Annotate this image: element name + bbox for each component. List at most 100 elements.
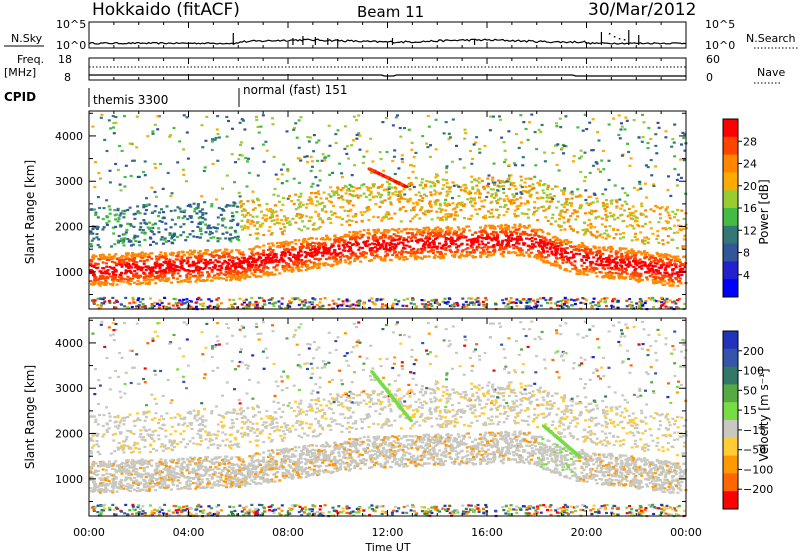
range-cell <box>105 258 109 261</box>
range-cell <box>589 226 593 229</box>
range-cell <box>386 229 390 232</box>
range-cell <box>98 284 102 287</box>
range-cell <box>288 223 292 226</box>
range-cell <box>280 182 284 185</box>
range-cell <box>198 274 202 277</box>
range-cell <box>154 166 158 169</box>
range-cell <box>528 194 532 197</box>
range-cell <box>208 253 212 256</box>
range-cell <box>652 183 656 186</box>
range-cell <box>618 247 622 250</box>
range-cell <box>207 262 211 265</box>
range-cell <box>621 247 625 250</box>
range-cell <box>249 222 253 225</box>
range-cell <box>309 266 312 269</box>
range-cell <box>527 234 531 237</box>
range-cell <box>192 260 195 263</box>
range-cell <box>434 232 438 236</box>
range-cell <box>168 232 172 235</box>
range-cell <box>629 157 633 160</box>
range-cell <box>639 302 643 305</box>
range-cell <box>311 160 314 163</box>
range-cell <box>434 227 438 230</box>
range-cell <box>269 298 273 301</box>
range-cell <box>666 235 670 238</box>
range-cell <box>241 213 245 216</box>
range-cell <box>526 306 530 309</box>
range-cell <box>427 246 431 249</box>
range-cell <box>464 300 468 303</box>
range-cell <box>225 115 229 119</box>
range-cell <box>513 251 517 254</box>
range-cell <box>387 191 391 194</box>
range-cell <box>682 136 686 139</box>
range-cell <box>120 254 124 257</box>
range-cell <box>614 233 618 236</box>
range-cell <box>165 257 168 261</box>
range-cell <box>472 199 476 202</box>
range-cell <box>430 248 434 251</box>
range-cell <box>133 236 137 239</box>
range-cell <box>239 271 243 275</box>
range-cell <box>592 269 596 272</box>
range-cell <box>448 203 452 206</box>
range-cell <box>540 251 544 254</box>
range-cell <box>682 245 686 248</box>
range-cell <box>578 157 582 160</box>
range-cell <box>369 186 373 190</box>
range-cell <box>524 185 528 188</box>
range-cell <box>400 158 404 161</box>
range-cell <box>536 219 540 222</box>
range-cell <box>606 233 610 236</box>
range-cell <box>449 242 453 245</box>
range-cell <box>100 113 104 116</box>
range-cell <box>599 255 602 258</box>
range-cell <box>353 257 357 261</box>
range-cell <box>209 261 213 264</box>
range-cell <box>304 260 308 263</box>
range-cell <box>509 297 513 300</box>
range-cell <box>313 192 317 195</box>
range-cell <box>489 254 493 257</box>
range-cell <box>339 255 342 259</box>
range-cell <box>431 241 434 244</box>
range-cell <box>140 268 144 271</box>
range-cell <box>450 160 454 163</box>
range-cell <box>544 299 548 302</box>
range-cell <box>265 273 269 276</box>
range-cell <box>261 143 265 146</box>
range-cell <box>318 179 322 182</box>
range-cell <box>379 185 383 188</box>
range-cell <box>389 201 393 204</box>
range-cell <box>539 253 543 256</box>
range-cell <box>438 242 441 245</box>
range-cell <box>656 121 660 124</box>
range-cell <box>168 135 172 138</box>
range-cell <box>451 202 455 205</box>
range-cell <box>489 245 492 248</box>
range-cell <box>355 236 358 239</box>
range-cell <box>555 242 559 245</box>
range-cell <box>275 256 279 259</box>
range-cell <box>373 239 377 242</box>
range-cell <box>624 247 628 250</box>
range-cell <box>171 304 175 307</box>
range-cell <box>480 236 484 239</box>
range-cell <box>562 299 566 302</box>
range-cell <box>565 247 569 250</box>
range-cell <box>607 258 611 261</box>
range-cell <box>274 260 278 263</box>
range-cell <box>334 236 338 239</box>
range-cell <box>277 260 281 264</box>
range-cell <box>244 156 248 160</box>
range-cell <box>348 249 352 252</box>
range-cell <box>300 229 304 232</box>
range-cell <box>112 126 115 129</box>
range-cell <box>665 257 669 260</box>
range-cell <box>332 251 336 254</box>
range-cell <box>618 277 621 280</box>
range-cell <box>670 268 674 271</box>
range-cell <box>122 260 126 264</box>
range-cell <box>388 248 392 251</box>
range-cell <box>635 251 639 254</box>
